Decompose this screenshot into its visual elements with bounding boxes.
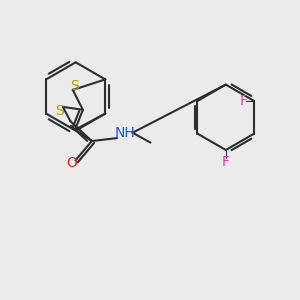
Text: F: F xyxy=(222,155,230,169)
Text: NH: NH xyxy=(115,126,136,140)
Text: S: S xyxy=(56,104,64,118)
Text: S: S xyxy=(70,79,79,92)
Text: F: F xyxy=(239,94,247,108)
Text: O: O xyxy=(67,156,77,170)
